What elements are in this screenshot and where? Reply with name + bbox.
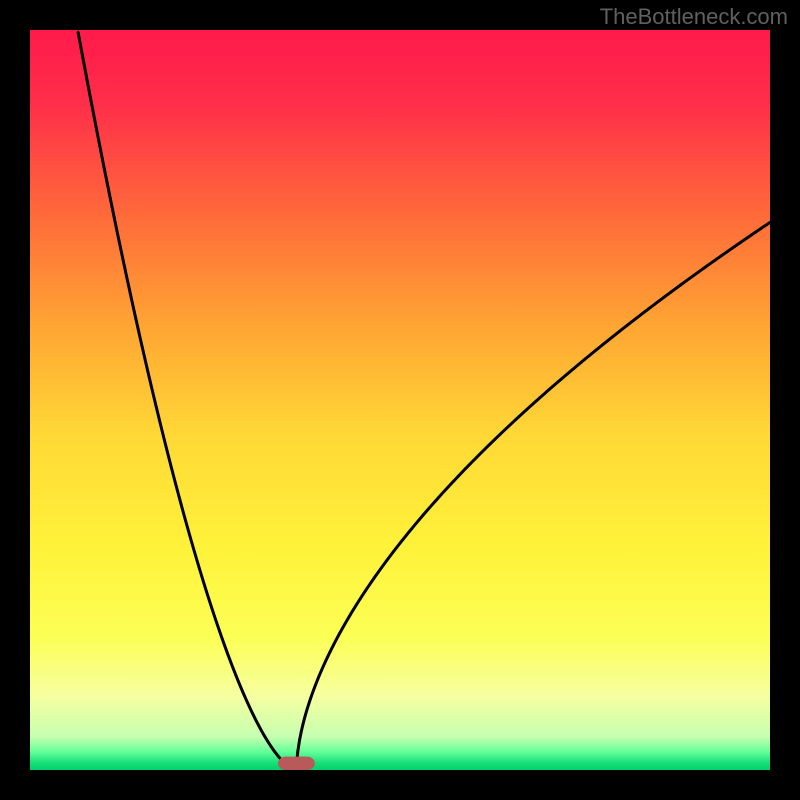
bottleneck-chart — [0, 0, 800, 800]
chart-container: TheBottleneck.com — [0, 0, 800, 800]
optimal-zone-marker — [278, 757, 315, 770]
watermark-text: TheBottleneck.com — [600, 4, 788, 30]
plot-background — [30, 30, 770, 770]
